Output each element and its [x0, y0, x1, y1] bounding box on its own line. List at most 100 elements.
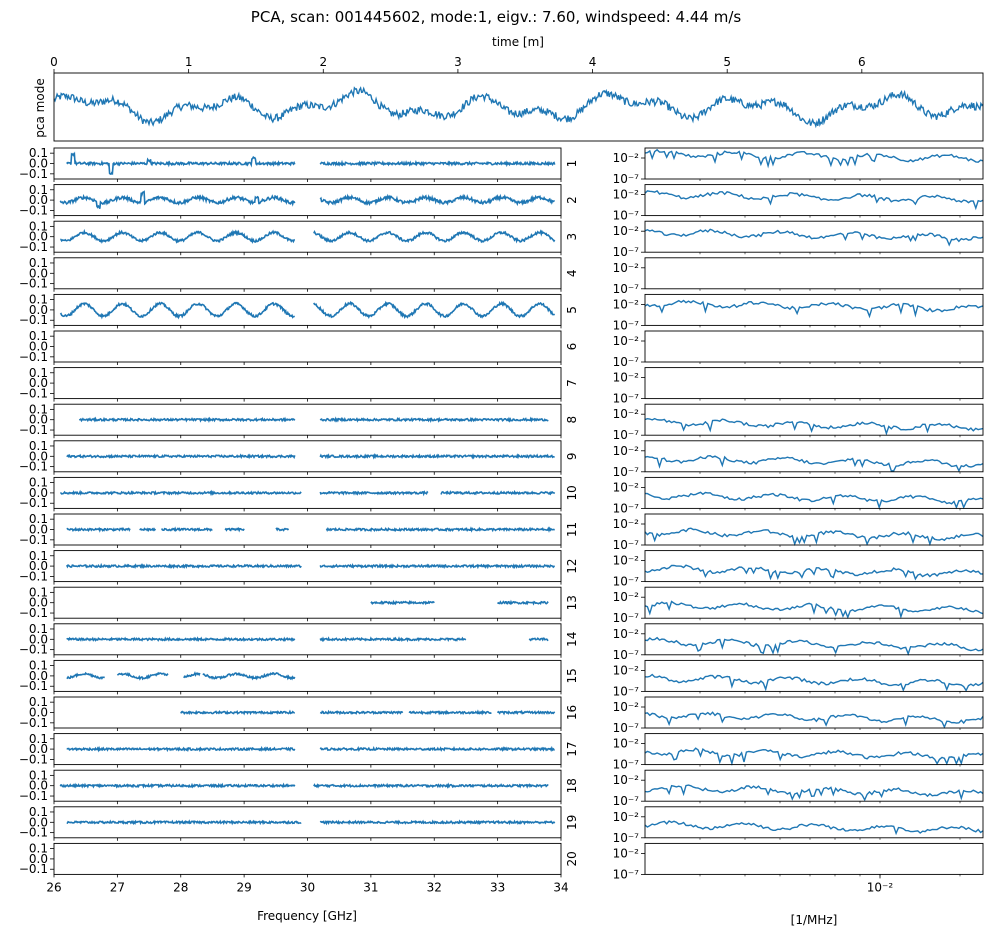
spectrum-panel-frame	[644, 476, 984, 509]
feed-series-segment	[319, 819, 556, 826]
feed-y-tick-label: 0.1	[29, 805, 48, 819]
spectrum-y-tick-label: 10⁻⁷	[613, 648, 640, 662]
spectrum-series	[644, 527, 984, 547]
feed-y-tick-label: 0.1	[29, 146, 48, 160]
feed-series-segment	[60, 228, 296, 245]
feed-y-tick-label: 0.1	[29, 293, 48, 307]
feed-y-tick-label: −0.1	[19, 240, 48, 254]
spectrum-y-tick-label: 10⁻²	[613, 773, 640, 787]
feed-row: 0.10.0−0.1 5 10⁻² 10⁻⁷	[19, 293, 984, 332]
feed-series-segment	[528, 637, 549, 642]
left-x-tick-label: 34	[553, 880, 568, 894]
top-x-tick-label: 3	[454, 55, 462, 69]
spectrum-panel-frame	[644, 696, 984, 729]
spectrum-y-tick-label: 10⁻²	[613, 627, 640, 641]
spectrum-y-tick-label: 10⁻²	[613, 371, 640, 385]
spectrum-y-tick-label: 10⁻²	[613, 407, 640, 421]
left-x-tick-label: 31	[363, 880, 378, 894]
spectrum-panel-frame	[644, 769, 984, 802]
feed-y-tick-label: −0.1	[19, 496, 48, 510]
feed-y-tick-label: −0.1	[19, 386, 48, 400]
feed-y-tick-label: −0.1	[19, 277, 48, 291]
feed-y-tick-label: 0.1	[29, 622, 48, 636]
feed-panel-frame	[53, 842, 562, 875]
feed-number-label: 14	[565, 632, 579, 647]
spectrum-series	[644, 417, 984, 436]
feed-y-tick-label: 0.0	[29, 706, 48, 720]
feed-panel-frame	[53, 220, 562, 253]
feed-series-segment	[319, 193, 555, 207]
spectrum-panel-frame	[644, 220, 984, 253]
feed-y-tick-label: 0.0	[29, 266, 48, 280]
feed-series-segment	[319, 636, 467, 643]
feed-series-segment	[59, 190, 296, 209]
feed-y-tick-label: −0.1	[19, 643, 48, 657]
feed-y-tick-label: 0.1	[29, 476, 48, 490]
feed-row: 0.10.0−0.1 2 10⁻² 10⁻⁷	[19, 183, 984, 223]
spectrum-panel-frame	[644, 623, 984, 656]
left-x-tick-label: 30	[300, 880, 315, 894]
feed-series-segment	[59, 782, 296, 789]
feed-series-segment	[496, 599, 549, 606]
feed-y-tick-label: 0.0	[29, 303, 48, 317]
feed-row: 0.10.0−0.1 6 10⁻² 10⁻⁷	[19, 329, 984, 369]
spectrum-series	[644, 636, 984, 656]
feed-y-tick-label: −0.1	[19, 569, 48, 583]
feed-y-tick-label: 0.1	[29, 219, 48, 233]
feed-number-label: 8	[565, 416, 579, 424]
top-x-tick-label: 1	[185, 55, 193, 69]
feed-series-segment	[59, 301, 295, 320]
spectrum-y-tick-label: 10⁻⁷	[613, 428, 640, 442]
feed-y-tick-label: −0.1	[19, 460, 48, 474]
feed-panel-frame	[53, 367, 562, 400]
spectrum-panel-frame	[644, 403, 984, 436]
feed-y-tick-label: 0.1	[29, 183, 48, 197]
feed-y-tick-label: −0.1	[19, 862, 48, 876]
feed-series-segment	[313, 300, 556, 320]
feed-series-segment	[319, 745, 555, 752]
feed-y-tick-label: 0.0	[29, 193, 48, 207]
feed-y-tick-label: 0.0	[29, 559, 48, 573]
spectrum-y-tick-label: 10⁻⁷	[613, 355, 640, 369]
feed-number-label: 18	[565, 778, 579, 793]
spectrum-y-tick-label: 10⁻⁷	[613, 209, 640, 223]
feed-series-segment	[66, 151, 296, 176]
feed-y-tick-label: −0.1	[19, 789, 48, 803]
feed-y-tick-label: 0.0	[29, 523, 48, 537]
feed-row: 0.10.0−0.1 15 10⁻² 10⁻⁷	[19, 659, 984, 698]
feed-series-segment	[66, 453, 296, 460]
feed-y-tick-label: 0.1	[29, 512, 48, 526]
feed-series-segment	[440, 489, 556, 496]
feed-number-label: 16	[565, 705, 579, 720]
spectrum-y-tick-label: 10⁻²	[613, 590, 640, 604]
feed-series-segment	[275, 527, 290, 532]
feed-y-tick-label: −0.1	[19, 752, 48, 766]
feed-series-segment	[408, 709, 492, 716]
spectrum-y-tick-label: 10⁻⁷	[613, 318, 640, 332]
feed-series-segment	[78, 416, 296, 424]
spectrum-y-tick-label: 10⁻²	[613, 334, 640, 348]
spectrum-panel-frame	[644, 257, 984, 290]
feed-y-tick-label: 0.0	[29, 486, 48, 500]
spectrum-panel-frame	[644, 806, 984, 839]
feed-series-segment	[313, 782, 549, 789]
spectrum-panel-frame	[644, 733, 984, 766]
feed-y-tick-label: 0.0	[29, 230, 48, 244]
spectrum-series	[644, 747, 984, 766]
feed-number-label: 1	[565, 160, 579, 168]
spectrum-y-tick-label: 10⁻⁷	[613, 684, 640, 698]
feed-number-label: 10	[565, 485, 579, 500]
feed-y-tick-label: 0.1	[29, 439, 48, 453]
feed-y-tick-label: 0.1	[29, 695, 48, 709]
spectrum-series	[644, 454, 984, 473]
spectrum-y-tick-label: 10⁻⁷	[613, 392, 640, 406]
feed-number-label: 7	[565, 379, 579, 387]
spectrum-y-tick-label: 10⁻²	[613, 737, 640, 751]
feed-series-segment	[202, 671, 296, 681]
spectrum-series	[644, 600, 984, 620]
spectrum-y-tick-label: 10⁻²	[613, 151, 640, 165]
feed-number-label: 19	[565, 815, 579, 830]
feed-panel-frame	[53, 586, 562, 619]
feed-y-tick-label: 0.0	[29, 376, 48, 390]
spectrum-series	[644, 228, 984, 247]
